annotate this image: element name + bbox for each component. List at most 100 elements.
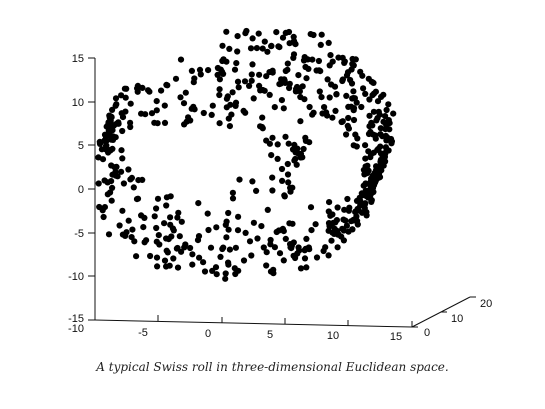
scatter-point <box>250 95 257 102</box>
scatter-point <box>285 140 292 147</box>
scatter-point <box>119 114 127 121</box>
scatter-point <box>223 95 230 102</box>
scatter-point <box>259 45 266 52</box>
scatter-point <box>172 75 180 82</box>
scatter-point <box>119 207 126 214</box>
scatter-point <box>98 146 105 153</box>
scatter-point <box>284 160 291 168</box>
scatter-point <box>343 92 350 99</box>
scatter-point <box>241 78 249 85</box>
scatter-point <box>310 109 317 116</box>
scatter-point <box>234 78 242 85</box>
scatter-point <box>189 261 196 268</box>
scatter-point <box>170 255 177 262</box>
x-tick-label: -10 <box>68 323 84 335</box>
scatter-point <box>153 107 160 114</box>
scatter-point <box>163 81 170 88</box>
scatter-point <box>234 48 241 55</box>
scatter-point <box>374 98 382 105</box>
y-tick-marks <box>412 296 476 328</box>
scatter-point <box>285 179 292 186</box>
scatter-point <box>248 252 255 259</box>
figure-caption: A typical Swiss roll in three-dimensiona… <box>96 360 449 374</box>
scatter-point <box>95 154 102 161</box>
scatter-point <box>284 60 291 67</box>
scatter-point <box>128 234 135 241</box>
scatter-point <box>319 110 326 117</box>
scatter-point <box>209 102 216 109</box>
scatter-point <box>95 180 102 187</box>
scatter-point <box>308 227 315 234</box>
scatter-point <box>253 45 260 52</box>
scatter-point <box>242 109 249 116</box>
scatter-point <box>227 101 234 108</box>
scatter-point <box>332 107 339 114</box>
scatter-point <box>122 94 129 101</box>
scatter-point <box>125 217 132 224</box>
scatter-point <box>362 155 369 162</box>
scatter-point <box>382 126 389 133</box>
scatter-point <box>280 105 287 112</box>
scatter-point <box>279 177 286 184</box>
scatter-point <box>325 208 332 215</box>
scatter-point <box>268 43 275 50</box>
scatter-point <box>339 54 346 61</box>
scatter-point <box>267 236 274 244</box>
scatter-point <box>341 59 348 66</box>
scatter-point <box>347 76 354 84</box>
scatter-point <box>315 57 322 65</box>
scatter-point <box>358 190 365 197</box>
scatter-point <box>276 250 284 257</box>
scatter-point <box>344 195 351 203</box>
scatter-point <box>148 110 156 117</box>
z-tick-label: -10 <box>68 271 84 283</box>
scatter-point <box>204 210 211 217</box>
scatter-point <box>268 152 275 159</box>
scatter-point <box>325 252 332 259</box>
scatter-point <box>325 220 333 227</box>
scatter-point <box>101 131 109 138</box>
scatter-point <box>333 217 340 224</box>
scatter-point <box>377 150 384 157</box>
scatter-point <box>286 80 293 87</box>
scatter-point <box>350 62 357 69</box>
scatter-point <box>353 143 360 150</box>
scatter-point <box>301 255 309 262</box>
scatter-point <box>350 88 357 95</box>
scatter-point <box>366 112 373 119</box>
scatter-point <box>181 121 188 128</box>
scatter-point <box>275 227 282 234</box>
scatter-point <box>258 223 265 230</box>
scatter-point <box>368 188 375 195</box>
scatter-point <box>343 131 350 138</box>
scatter-point <box>133 196 141 203</box>
scatter-point <box>123 85 130 92</box>
scatter-point <box>368 151 375 158</box>
scatter-point <box>205 67 212 74</box>
x-tick-label: 10 <box>327 330 339 342</box>
z-tick-label: 5 <box>78 140 84 152</box>
scatter-point <box>287 184 294 191</box>
scatter-point <box>278 97 285 104</box>
scatter-point <box>232 244 239 251</box>
scatter-point <box>231 66 239 73</box>
scatter-point <box>217 253 224 260</box>
scatter-point <box>105 149 112 156</box>
scatter-point <box>377 125 384 132</box>
scatter-point <box>127 100 134 107</box>
scatter-point <box>151 119 158 126</box>
scatter-point <box>350 105 358 112</box>
scatter-point <box>167 214 174 221</box>
scatter-point <box>213 271 220 278</box>
x-tick-label: 5 <box>267 329 273 341</box>
scatter-point <box>384 120 391 127</box>
scatter-point <box>178 218 185 225</box>
scatter-point <box>370 108 377 115</box>
scatter-point <box>260 244 267 251</box>
scatter-point <box>127 176 134 183</box>
scatter-point <box>343 222 350 229</box>
scatter-point <box>334 204 341 211</box>
scatter-point <box>242 229 249 236</box>
scatter-point <box>300 145 307 153</box>
scatter-point <box>329 114 336 121</box>
